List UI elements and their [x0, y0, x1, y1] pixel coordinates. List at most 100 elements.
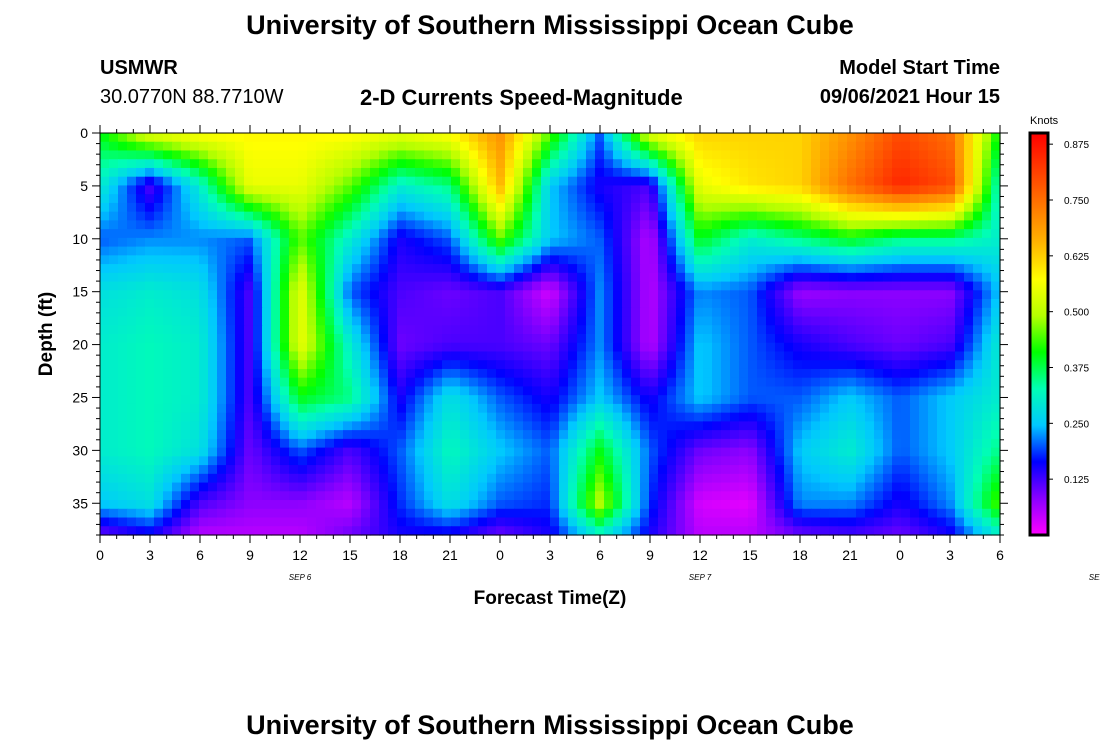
heatmap-cell	[253, 211, 263, 221]
heatmap-cell	[154, 176, 164, 187]
heatmap-cell	[172, 526, 182, 536]
heatmap-cell	[928, 342, 938, 353]
heatmap-cell	[109, 342, 119, 353]
heatmap-cell	[973, 465, 983, 475]
heatmap-cell	[604, 412, 614, 422]
heatmap-cell	[946, 386, 956, 396]
heatmap-cell	[127, 220, 137, 230]
heatmap-cell	[118, 517, 128, 527]
heatmap-cell	[532, 150, 542, 160]
heatmap-cell	[505, 456, 515, 466]
heatmap-cell	[469, 360, 479, 370]
heatmap-cell	[892, 430, 902, 440]
heatmap-cell	[982, 351, 992, 361]
heatmap-cell	[235, 360, 245, 370]
heatmap-cell	[712, 334, 722, 344]
heatmap-cell	[649, 272, 659, 283]
colorbar-fill	[1028, 131, 1050, 537]
heatmap-cell	[442, 473, 452, 484]
heatmap-cell	[271, 447, 281, 457]
heatmap-cell	[289, 255, 299, 265]
heatmap-cell	[361, 141, 371, 152]
heatmap-cell	[937, 255, 947, 265]
heatmap-cell	[118, 368, 128, 379]
heatmap-cell	[172, 272, 182, 283]
heatmap-cell	[712, 202, 722, 213]
heatmap-cell	[559, 264, 569, 274]
heatmap-cell	[505, 159, 515, 169]
heatmap-cell	[136, 421, 146, 431]
heatmap-cell	[334, 438, 344, 449]
heatmap-cell	[361, 421, 371, 431]
heatmap-cell	[478, 421, 488, 431]
heatmap-cell	[208, 264, 218, 274]
heatmap-cell	[325, 456, 335, 466]
heatmap-cell	[154, 526, 164, 536]
heatmap-cell	[343, 211, 353, 221]
heatmap-cell	[136, 368, 146, 379]
heatmap-cell	[820, 395, 830, 405]
heatmap-cell	[226, 447, 236, 457]
heatmap-cell	[469, 456, 479, 466]
heatmap-cell	[208, 508, 218, 519]
heatmap-cell	[766, 351, 776, 361]
heatmap-cell	[811, 438, 821, 449]
heatmap-cell	[793, 377, 803, 388]
heatmap-cell	[703, 141, 713, 152]
heatmap-cell	[181, 246, 191, 256]
heatmap-cell	[379, 167, 389, 178]
heatmap-cell	[892, 395, 902, 405]
heatmap-cell	[460, 281, 470, 291]
heatmap-cell	[676, 351, 686, 361]
heatmap-cell	[937, 325, 947, 335]
heatmap-cell	[685, 430, 695, 440]
heatmap-cell	[946, 465, 956, 475]
heatmap-cell	[748, 141, 758, 152]
heatmap-cell	[487, 500, 497, 510]
heatmap-cell	[136, 272, 146, 283]
heatmap-cell	[928, 325, 938, 335]
heatmap-cell	[478, 368, 488, 379]
heatmap-cell	[379, 299, 389, 309]
heatmap-cell	[325, 211, 335, 221]
heatmap-cell	[451, 456, 461, 466]
heatmap-cell	[658, 360, 668, 370]
heatmap-cell	[127, 351, 137, 361]
heatmap-cell	[739, 491, 749, 501]
heatmap-cell	[811, 220, 821, 230]
heatmap-cell	[838, 412, 848, 422]
heatmap-cell	[217, 438, 227, 449]
heatmap-cell	[226, 141, 236, 152]
heatmap-cell	[928, 176, 938, 187]
heatmap-cell	[658, 500, 668, 510]
heatmap-cell	[127, 508, 137, 519]
heatmap-cell	[874, 342, 884, 353]
heatmap-cell	[955, 150, 965, 160]
heatmap-cell	[658, 159, 668, 169]
heatmap-cell	[865, 456, 875, 466]
heatmap-cell	[370, 229, 380, 239]
heatmap-cell	[766, 412, 776, 422]
heatmap-cell	[631, 465, 641, 475]
heatmap-cell	[370, 360, 380, 370]
heatmap-cell	[280, 299, 290, 309]
heatmap-cell	[892, 412, 902, 422]
heatmap-cell	[613, 465, 623, 475]
heatmap-cell	[478, 229, 488, 239]
x-tick-label: 15	[342, 547, 358, 563]
heatmap-cell	[523, 220, 533, 230]
heatmap-cell	[181, 430, 191, 440]
heatmap-cell	[127, 421, 137, 431]
heatmap-cell	[100, 500, 110, 510]
heatmap-cell	[451, 316, 461, 326]
heatmap-cell	[127, 264, 137, 274]
heatmap-cell	[523, 150, 533, 160]
heatmap-cell	[244, 194, 254, 204]
heatmap-cell	[910, 255, 920, 265]
heatmap-cell	[964, 316, 974, 326]
heatmap-cell	[802, 473, 812, 484]
heatmap-cell	[946, 167, 956, 178]
heatmap-cell	[856, 386, 866, 396]
heatmap-cell	[604, 255, 614, 265]
heatmap-cell	[595, 264, 605, 274]
